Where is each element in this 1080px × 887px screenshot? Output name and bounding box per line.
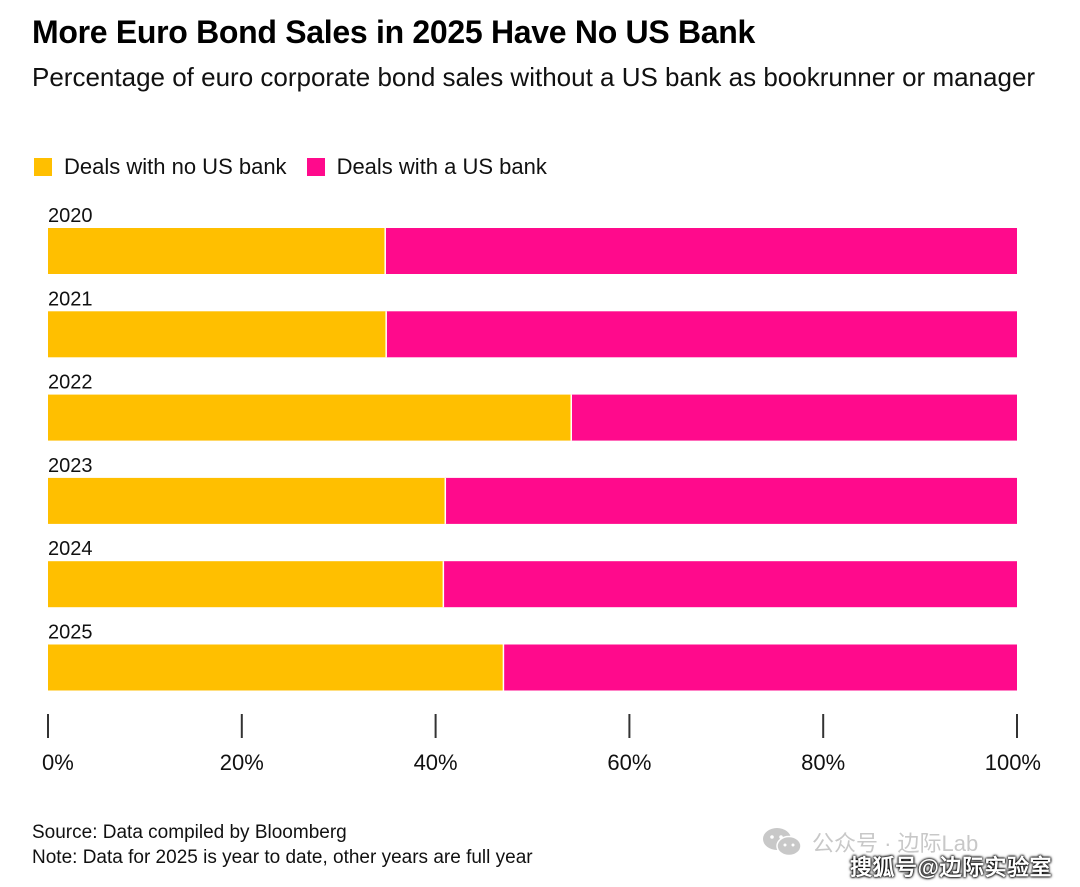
data-note: Note: Data for 2025 is year to date, oth…: [32, 847, 533, 868]
category-label: 2023: [48, 455, 93, 477]
x-tick-label: 0%: [42, 750, 74, 775]
bar-segment-no-us-bank: [48, 311, 387, 358]
category-label: 2022: [48, 372, 93, 394]
category-label: 2025: [48, 622, 93, 644]
bar-segment-us-bank: [503, 644, 1017, 691]
chart-subtitle: Percentage of euro corporate bond sales …: [32, 62, 1036, 92]
bar-segment-no-us-bank: [48, 477, 446, 524]
bar-chart: 2020 2021 2022 2023 2024 2025 0% 20% 40% 60% 80% 10…: [42, 205, 1041, 775]
watermark: 公众号 · 边际Lab: [762, 826, 978, 858]
bar-segment-no-us-bank: [48, 394, 572, 441]
bar-segment-us-bank: [386, 311, 1017, 358]
chart-title: More Euro Bond Sales in 2025 Have No US …: [32, 14, 756, 50]
legend-swatch-us-bank: [306, 158, 325, 176]
x-tick-label: 100%: [985, 750, 1041, 775]
legend-swatch-no-us-bank: [34, 158, 52, 176]
category-label: 2024: [48, 538, 93, 560]
footer: Source: Data compiled by Bloomberg Note:…: [32, 820, 533, 870]
x-tick-label: 40%: [414, 750, 458, 775]
wechat-icon: [763, 828, 802, 857]
bar-segment-no-us-bank: [48, 228, 386, 274]
x-tick-label: 20%: [220, 750, 264, 775]
category-label: 2021: [48, 288, 93, 310]
bar-segment-us-bank: [571, 394, 1017, 441]
bar-segment-us-bank: [445, 477, 1017, 524]
legend-label-no-us-bank: Deals with no US bank: [64, 154, 287, 179]
bar-segment-no-us-bank: [48, 561, 444, 608]
bar-segment-us-bank: [443, 561, 1017, 608]
bar-segment-no-us-bank: [48, 644, 504, 691]
source-note: Source: Data compiled by Bloomberg: [32, 822, 347, 843]
legend-label-us-bank: Deals with a US bank: [336, 154, 547, 179]
x-tick-label: 60%: [607, 750, 651, 775]
watermark-text: 公众号 · 边际Lab: [812, 831, 979, 856]
legend-item-no-us-bank: Deals with no US bank: [34, 154, 287, 180]
legend-item-us-bank: Deals with a US bank: [306, 154, 547, 180]
x-tick-label: 80%: [801, 750, 845, 775]
bar-segment-us-bank: [385, 228, 1017, 274]
legend: Deals with no US bank Deals with a US ba…: [34, 154, 567, 180]
watermark-text-2: 搜狐号@边际实验室: [850, 855, 1052, 880]
category-label: 2020: [48, 205, 93, 227]
